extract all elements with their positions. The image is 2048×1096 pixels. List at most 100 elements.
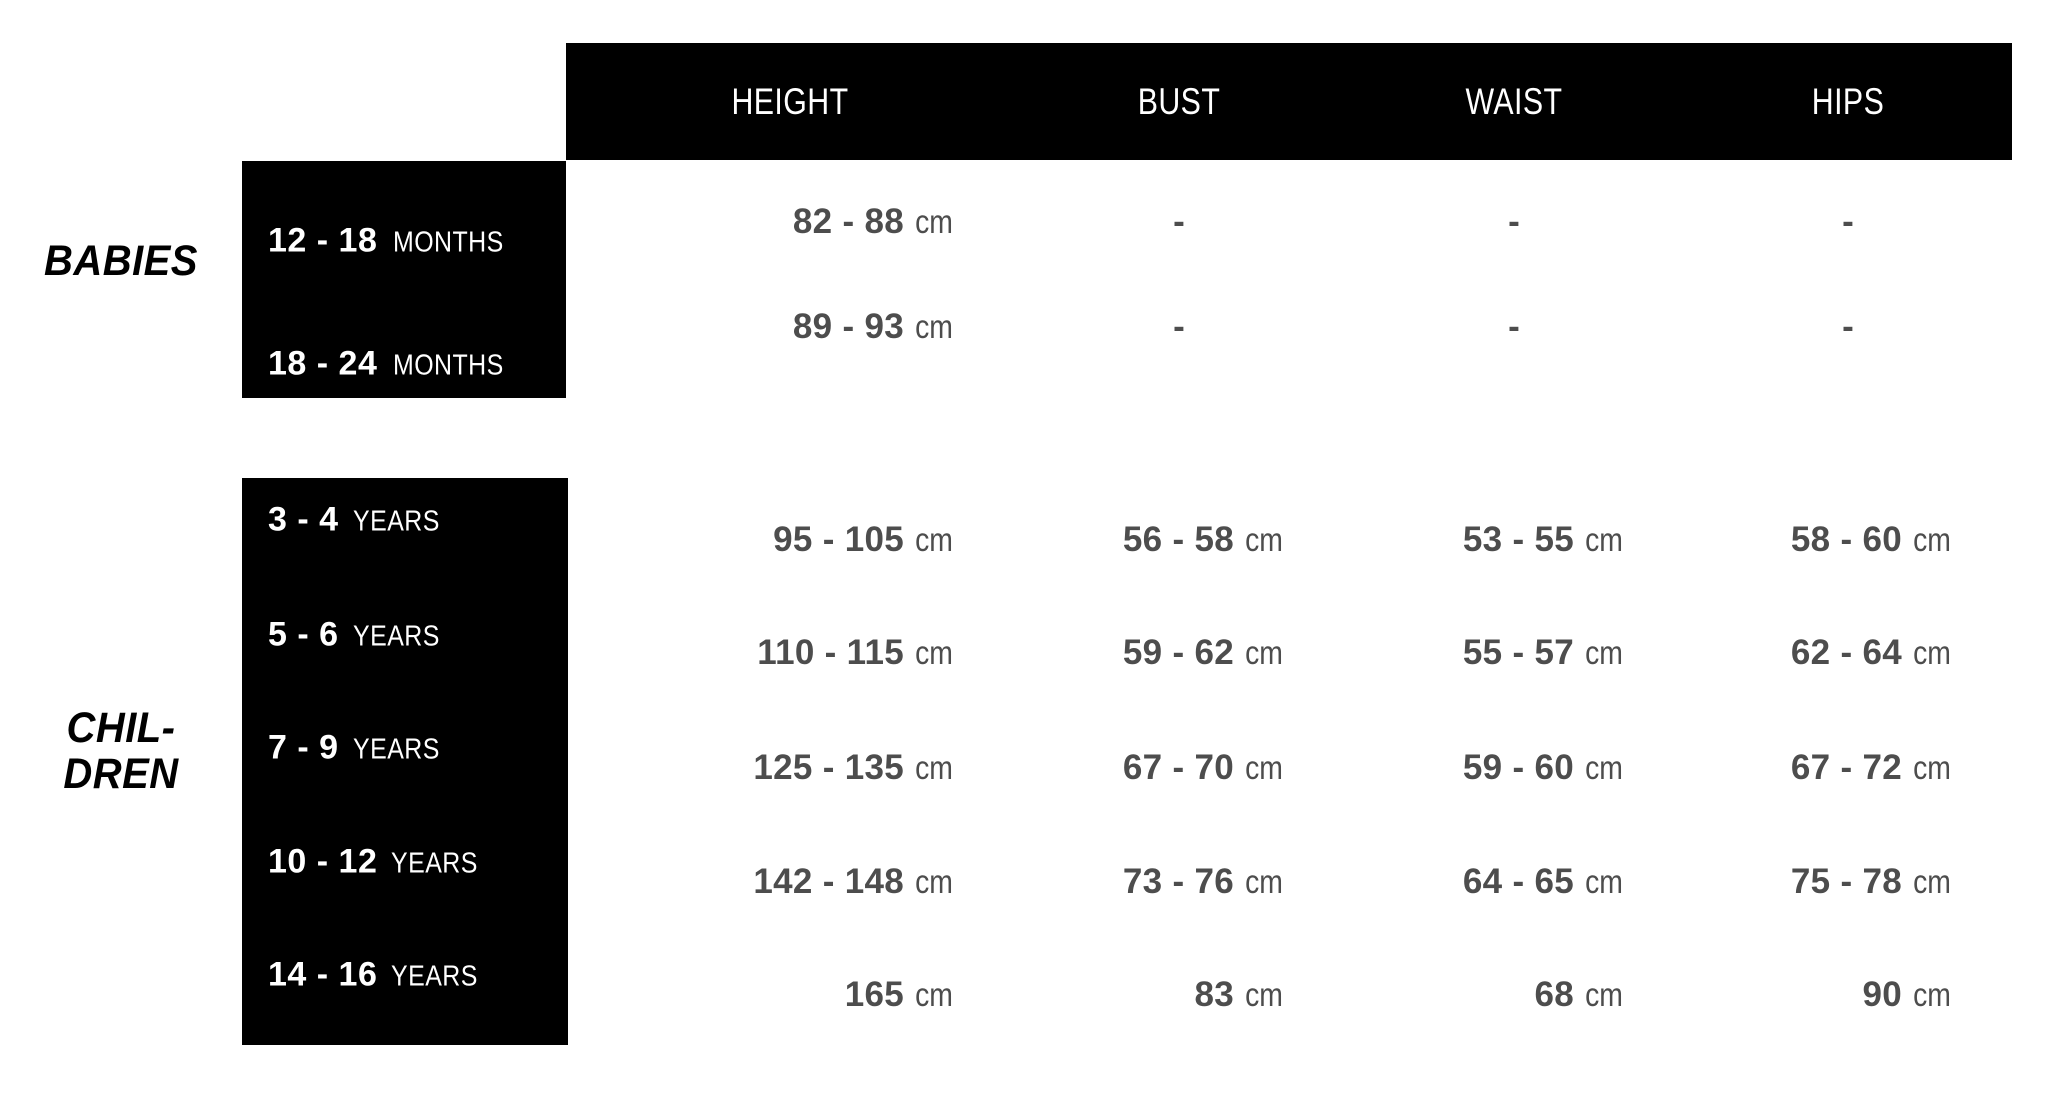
value-unit: cm xyxy=(915,749,953,786)
cell-hips: 75 - 78 cm xyxy=(1684,862,2012,902)
column-header-waist: WAIST xyxy=(1465,80,1563,122)
group-label-babies-line-1: BABIES xyxy=(44,237,198,285)
value-number: 67 - 70 xyxy=(1122,748,1234,787)
value-number: 89 - 93 xyxy=(792,307,904,346)
column-header-hips: HIPS xyxy=(1811,80,1885,122)
cell-hips: - xyxy=(1684,202,2012,242)
value-number: 95 - 105 xyxy=(773,520,904,559)
value-number: 82 - 88 xyxy=(792,202,904,241)
value-unit: cm xyxy=(915,976,953,1013)
table-header-row: HEIGHT BUST WAIST HIPS xyxy=(566,43,2012,160)
cell-bust: 83 cm xyxy=(1014,975,1344,1015)
value-unit: cm xyxy=(915,203,953,240)
value-number: 62 - 64 xyxy=(1790,633,1902,672)
size-age-unit: MONTHS xyxy=(393,349,505,382)
size-age-range: 5 - 6 xyxy=(268,615,339,654)
size-label-children-0: 3 - 4 YEARS xyxy=(268,501,446,540)
value-unit: cm xyxy=(1245,749,1283,786)
cell-height: 110 - 115 cm xyxy=(566,633,1014,673)
value-empty: - xyxy=(1842,202,1854,241)
value-unit: cm xyxy=(1913,749,1951,786)
table-row: 125 - 135 cm 67 - 70 cm 59 - 60 cm 67 - 72 c… xyxy=(566,748,2012,788)
group-label-babies: BABIES xyxy=(8,237,233,285)
value-unit: cm xyxy=(1913,521,1951,558)
value-number: 56 - 58 xyxy=(1122,520,1234,559)
cell-bust: - xyxy=(1014,307,1344,347)
size-age-unit: YEARS xyxy=(352,505,440,538)
value-number: 67 - 72 xyxy=(1790,748,1902,787)
cell-waist: 53 - 55 cm xyxy=(1344,520,1684,560)
table-row: 110 - 115 cm 59 - 62 cm 55 - 57 cm 62 - 64 c… xyxy=(566,633,2012,673)
cell-height: 142 - 148 cm xyxy=(566,862,1014,902)
value-unit: cm xyxy=(1913,976,1951,1013)
cell-height: 165 cm xyxy=(566,975,1014,1015)
value-unit: cm xyxy=(915,308,953,345)
cell-bust: 56 - 58 cm xyxy=(1014,520,1344,560)
cell-height: 89 - 93 cm xyxy=(566,307,1014,347)
column-header-height: HEIGHT xyxy=(731,80,849,122)
value-unit: cm xyxy=(1245,863,1283,900)
value-empty: - xyxy=(1173,202,1185,241)
cell-waist: 68 cm xyxy=(1344,975,1684,1015)
value-unit: cm xyxy=(1585,749,1623,786)
size-label-children-4: 14 - 16 YEARS xyxy=(268,956,485,995)
table-row: 82 - 88 cm - - - xyxy=(566,202,2012,242)
size-label-children-3: 10 - 12 YEARS xyxy=(268,843,485,882)
group-label-children: CHIL- DREN xyxy=(8,705,233,798)
size-age-range: 7 - 9 xyxy=(268,728,339,767)
size-age-unit: YEARS xyxy=(352,620,440,653)
value-number: 165 xyxy=(844,975,904,1014)
cell-waist: 55 - 57 cm xyxy=(1344,633,1684,673)
value-number: 59 - 62 xyxy=(1122,633,1234,672)
cell-hips: 90 cm xyxy=(1684,975,2012,1015)
cell-waist: 64 - 65 cm xyxy=(1344,862,1684,902)
cell-waist: 59 - 60 cm xyxy=(1344,748,1684,788)
table-row: 89 - 93 cm - - - xyxy=(566,307,2012,347)
value-unit: cm xyxy=(1585,634,1623,671)
size-label-children-1: 5 - 6 YEARS xyxy=(268,616,446,655)
value-unit: cm xyxy=(915,634,953,671)
value-number: 73 - 76 xyxy=(1122,862,1234,901)
cell-hips: 58 - 60 cm xyxy=(1684,520,2012,560)
value-unit: cm xyxy=(1913,863,1951,900)
value-number: 125 - 135 xyxy=(753,748,904,787)
table-row: 95 - 105 cm 56 - 58 cm 53 - 55 cm 58 - 60 cm xyxy=(566,520,2012,560)
group-label-children-line-1: CHIL- xyxy=(66,704,176,752)
value-empty: - xyxy=(1508,202,1520,241)
size-age-range: 14 - 16 xyxy=(268,955,378,994)
value-number: 68 xyxy=(1534,975,1574,1014)
value-unit: cm xyxy=(1585,521,1623,558)
value-number: 75 - 78 xyxy=(1790,862,1902,901)
value-number: 110 - 115 xyxy=(757,633,904,672)
cell-bust: 67 - 70 cm xyxy=(1014,748,1344,788)
size-age-range: 18 - 24 xyxy=(268,344,378,383)
cell-bust: 73 - 76 cm xyxy=(1014,862,1344,902)
cell-height: 82 - 88 cm xyxy=(566,202,1014,242)
value-unit: cm xyxy=(1585,863,1623,900)
value-number: 58 - 60 xyxy=(1790,520,1902,559)
group-label-children-line-2: DREN xyxy=(63,750,179,799)
size-age-range: 10 - 12 xyxy=(268,842,378,881)
size-age-unit: YEARS xyxy=(391,960,479,993)
value-unit: cm xyxy=(1585,976,1623,1013)
size-label-children-2: 7 - 9 YEARS xyxy=(268,729,446,768)
size-label-box-babies: 12 - 18 MONTHS 18 - 24 MONTHS xyxy=(242,161,566,398)
column-header-bust: BUST xyxy=(1137,80,1221,122)
value-unit: cm xyxy=(1245,634,1283,671)
value-number: 83 xyxy=(1194,975,1234,1014)
value-empty: - xyxy=(1842,307,1854,346)
value-unit: cm xyxy=(1245,976,1283,1013)
size-age-unit: MONTHS xyxy=(393,226,505,259)
cell-height: 125 - 135 cm xyxy=(566,748,1014,788)
value-number: 55 - 57 xyxy=(1462,633,1574,672)
value-number: 90 xyxy=(1862,975,1902,1014)
value-number: 59 - 60 xyxy=(1462,748,1574,787)
size-label-babies-1: 18 - 24 MONTHS xyxy=(268,345,513,384)
value-number: 64 - 65 xyxy=(1462,862,1574,901)
cell-bust: - xyxy=(1014,202,1344,242)
size-label-babies-0: 12 - 18 MONTHS xyxy=(268,222,513,261)
cell-waist: - xyxy=(1344,202,1684,242)
value-empty: - xyxy=(1173,307,1185,346)
table-row: 165 cm 83 cm 68 cm 90 cm xyxy=(566,975,2012,1015)
